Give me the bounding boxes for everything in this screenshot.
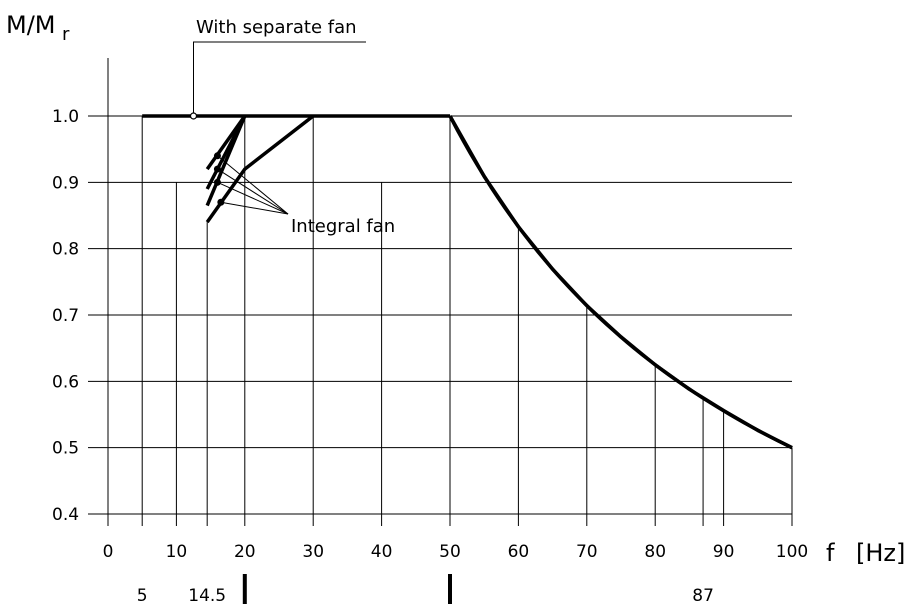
x-axis-unit: [Hz] — [856, 539, 905, 567]
x-tick-label: 90 — [713, 542, 735, 562]
y-tick-label: 1.0 — [52, 107, 79, 127]
y-tick-label: 0.4 — [52, 505, 79, 525]
integral-fan-leader — [217, 181, 289, 215]
extra-x-label: 87 — [692, 586, 714, 606]
curve-layer — [142, 41, 793, 450]
y-tick-label: 0.8 — [52, 240, 79, 260]
x-tick-label: 0 — [103, 542, 114, 562]
integral-fan-annotation: Integral fan — [291, 216, 395, 237]
integral-fan-marker — [217, 198, 225, 206]
integral-fan-leader — [220, 201, 289, 215]
y-tick-label: 0.6 — [52, 372, 79, 392]
grid-layer — [88, 58, 793, 604]
y-axis-label: M/M — [6, 11, 56, 39]
integral-fan-marker — [213, 152, 221, 160]
field-weakening-curve — [448, 115, 793, 450]
x-tick-label: 80 — [644, 542, 666, 562]
extra-x-label: 5 — [137, 586, 148, 606]
curve-series — [205, 115, 247, 207]
x-tick-label: 10 — [166, 542, 188, 562]
integral-fan-leader — [217, 168, 289, 215]
x-tick-label: 60 — [508, 542, 530, 562]
separate-fan-leader — [193, 41, 366, 113]
x-axis-label: f — [826, 539, 835, 567]
x-tick-label: 40 — [371, 542, 393, 562]
integral-fan-marker — [213, 178, 221, 186]
integral-fan-leader — [217, 155, 289, 215]
separate-fan-annotation: With separate fan — [196, 17, 357, 38]
y-tick-label: 0.9 — [52, 173, 79, 193]
integral-fan-marker — [213, 165, 221, 173]
separate-fan-marker — [189, 112, 198, 120]
y-tick-label: 0.5 — [52, 439, 79, 459]
y-axis-label-subscript: r — [62, 24, 70, 45]
y-tick-label: 0.7 — [52, 306, 79, 326]
extra-x-label: 14.5 — [188, 586, 226, 606]
x-tick-label: 30 — [302, 542, 324, 562]
x-tick-label: 100 — [776, 542, 808, 562]
curve-series — [448, 115, 793, 450]
label-layer: 0.4 0.5 0.6 0.7 0.8 0.9 1.0 0 10 20 30 40 50 60 70 80 90… — [52, 107, 808, 606]
x-tick-label: 50 — [439, 542, 461, 562]
x-tick-label: 70 — [576, 542, 598, 562]
x-tick-label: 20 — [234, 542, 256, 562]
